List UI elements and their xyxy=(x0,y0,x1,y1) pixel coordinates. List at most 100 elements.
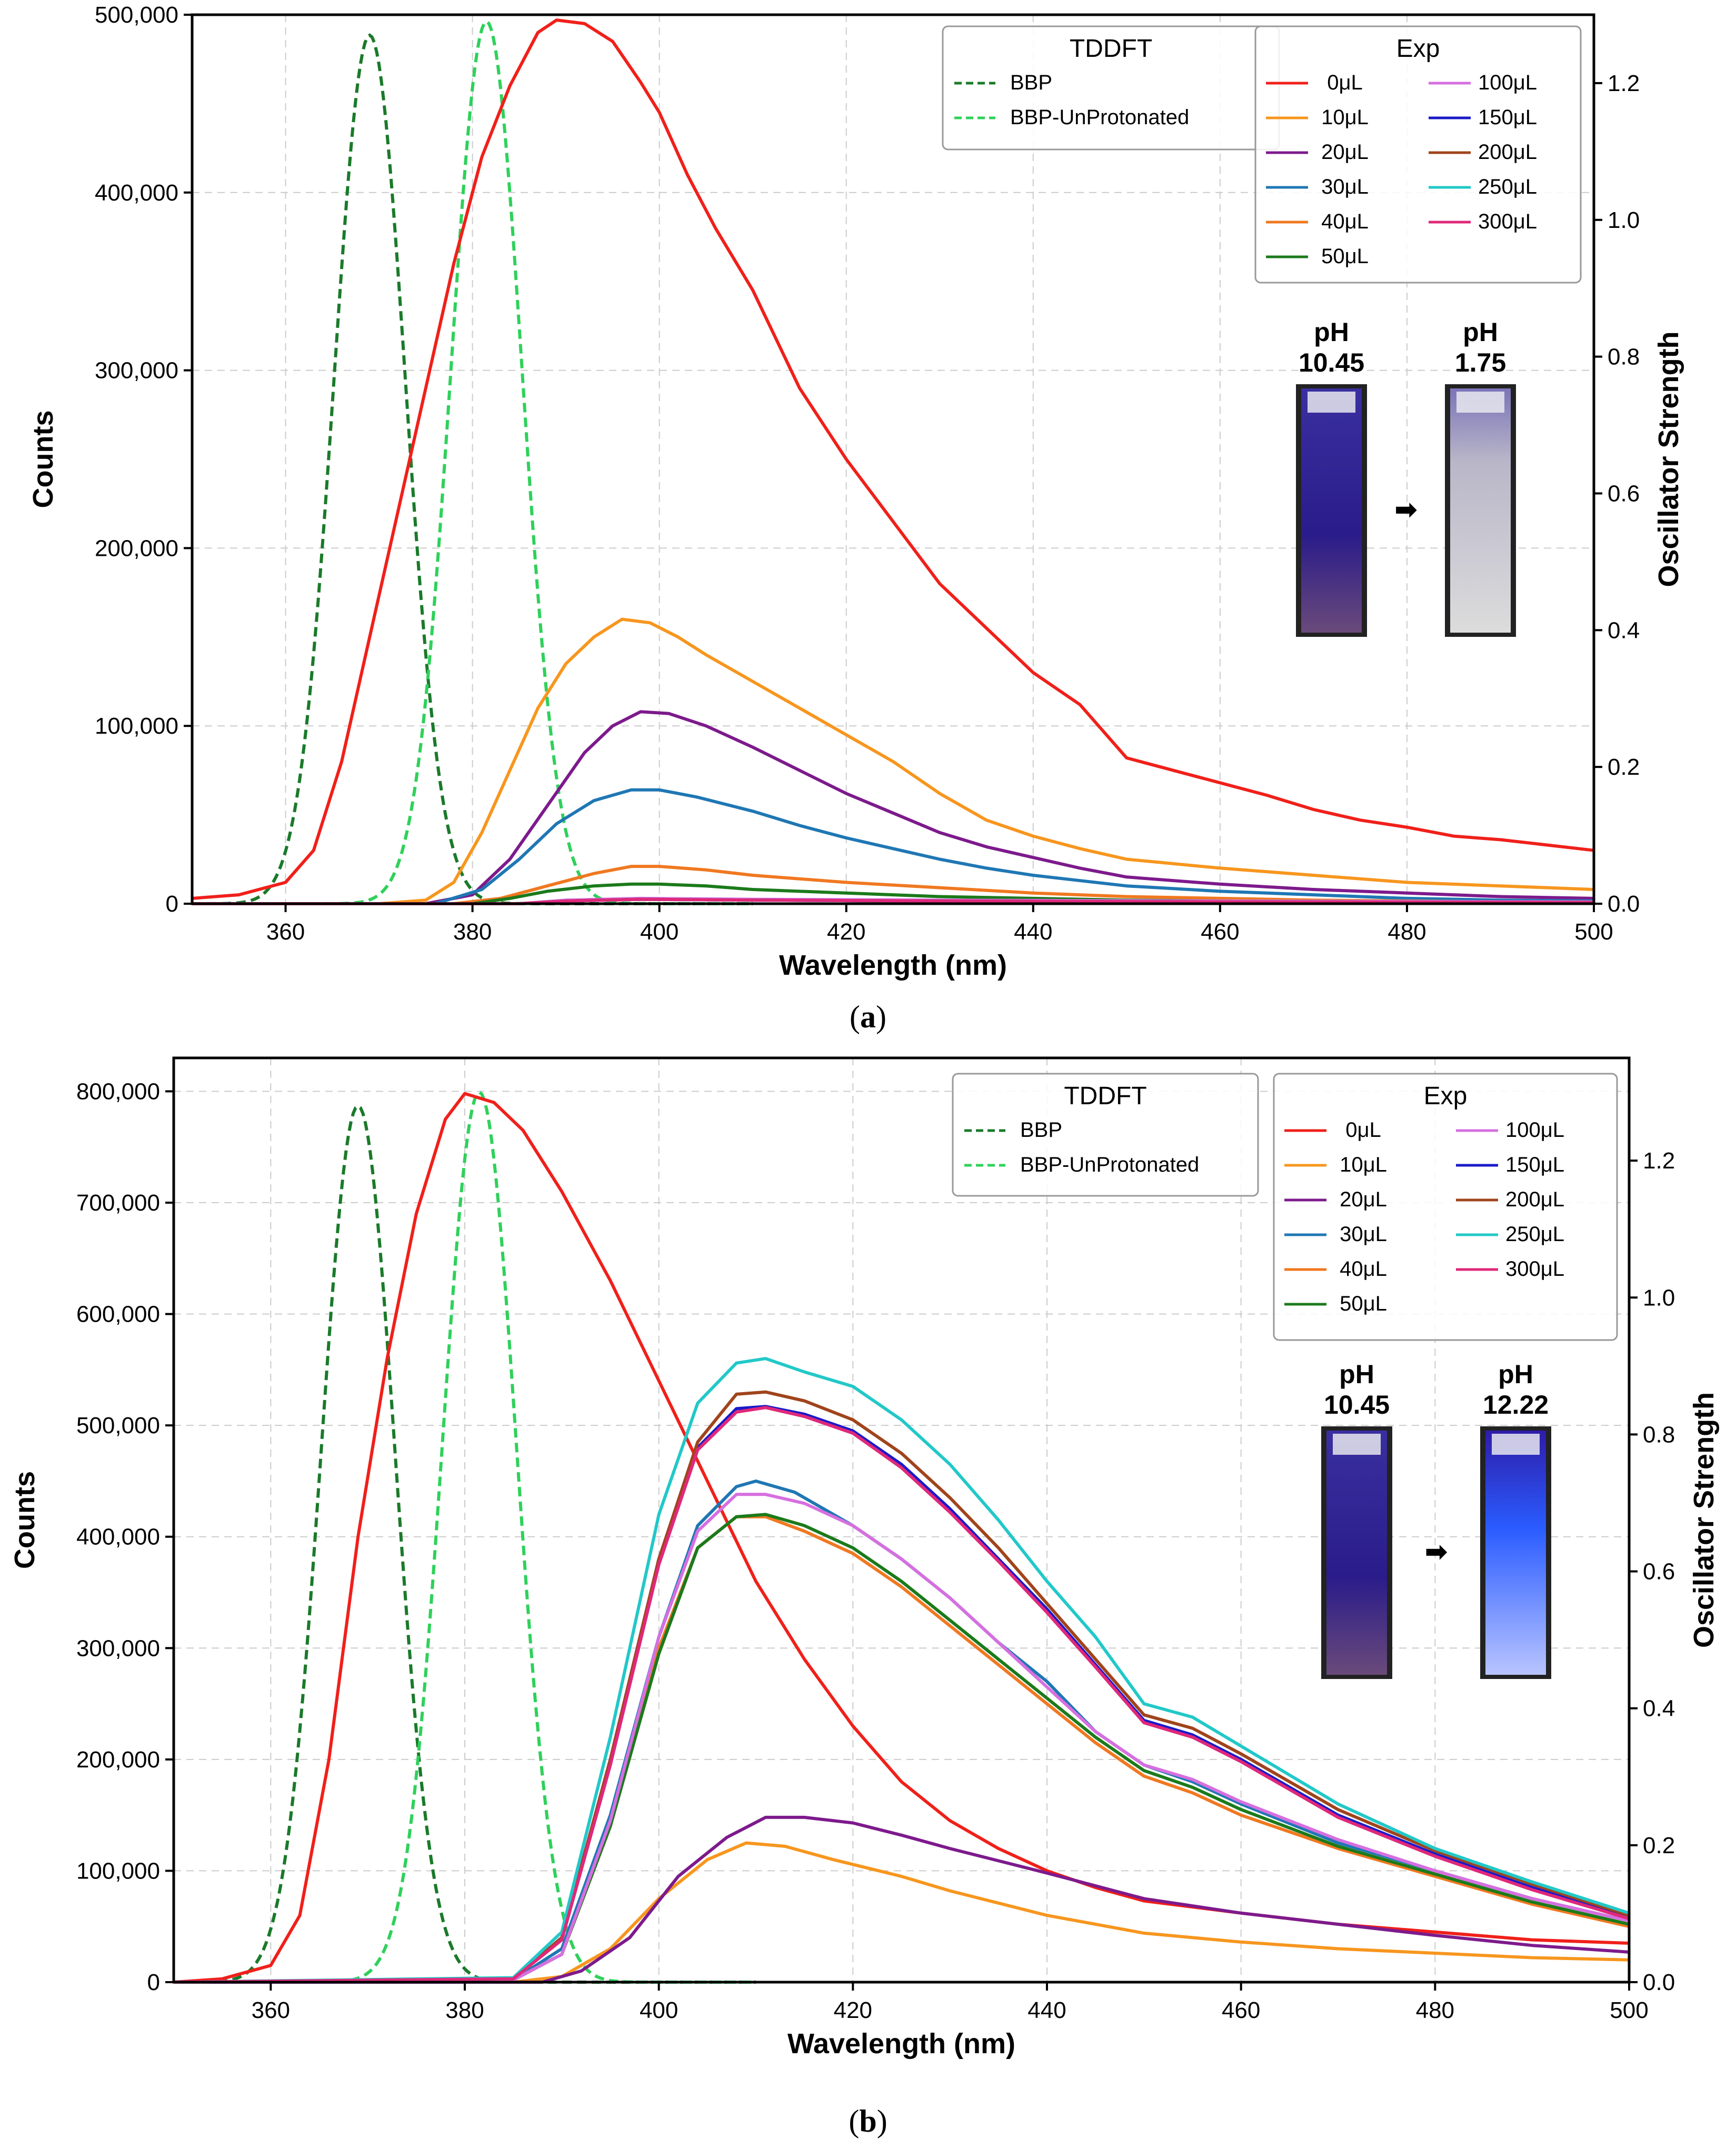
panel-b-x-tick-label: 480 xyxy=(1416,1997,1454,2023)
panel-a-caption-open: ( xyxy=(850,999,860,1034)
panel-b-series-50ul xyxy=(173,1513,1630,1984)
panel-a-legend-exp-label: 40μL xyxy=(1321,210,1369,233)
panel-a-inset-left-cuvette xyxy=(1301,388,1362,633)
panel-b-x-tick-label: 440 xyxy=(1027,1997,1066,2023)
panel-b-legend-exp-label: 10μL xyxy=(1340,1153,1387,1176)
panel-a-y2-tick-label: 0.2 xyxy=(1608,754,1640,780)
panel-a-caption-letter: a xyxy=(860,999,876,1034)
panel-b-series-40ul xyxy=(173,1515,1630,1984)
panel-b-inset-left-cuvette xyxy=(1326,1431,1387,1675)
panel-b-y-tick-label: 600,000 xyxy=(76,1302,160,1327)
panel-a-y2-tick-label: 0.0 xyxy=(1608,891,1640,917)
panel-a-y2-tick-label: 0.6 xyxy=(1608,481,1640,506)
panel-a-x-tick-label: 440 xyxy=(1014,919,1052,945)
panel-b-y2-tick-label: 0.2 xyxy=(1643,1833,1675,1858)
panel-a-inset-arrow: ➡ xyxy=(1395,495,1417,524)
panel-b-legend-exp-label: 40μL xyxy=(1340,1257,1387,1281)
panel-a-y-ticks: 0 100,000 200,000 300,000 400,000 500,000 xyxy=(95,2,192,917)
panel-b-y-tick-label: 500,000 xyxy=(76,1413,160,1438)
panel-b-legend-exp-label: 300μL xyxy=(1505,1257,1564,1281)
panel-b-y-tick-label: 0 xyxy=(147,1970,160,1995)
panel-b-y2-tick-label: 0.4 xyxy=(1643,1696,1675,1722)
panel-b-legend-exp-label: 30μL xyxy=(1340,1223,1387,1246)
panel-a-y2-ticks: 0.0 0.2 0.4 0.6 0.8 1.0 1.2 xyxy=(1594,71,1640,917)
panel-b-legend-exp-label: 50μL xyxy=(1340,1292,1387,1315)
panel-a-series-10ul xyxy=(192,617,1594,905)
panel-b-x-tick-label: 380 xyxy=(445,1997,484,2023)
panel-a-legend-exp-label: 10μL xyxy=(1321,106,1369,129)
panel-b-inset-right-cap xyxy=(1492,1434,1540,1455)
panel-b-caption-close: ) xyxy=(877,2104,887,2138)
panel-a-y-tick-label: 400,000 xyxy=(95,180,178,206)
panel-b-y2-ticks: 0.0 0.2 0.4 0.6 0.8 1.0 1.2 xyxy=(1629,1148,1675,1995)
panel-b-legend-exp-label: 200μL xyxy=(1505,1188,1564,1211)
panel-a-y-tick-label: 0 xyxy=(166,891,178,917)
panel-a-legend-exp-label: 250μL xyxy=(1478,175,1537,198)
panel-a-legend-exp: Exp 0μL 10μL 20μL 30μL 40μL 50μL 100μL 150μL 200μ… xyxy=(1254,25,1582,284)
panel-a-caption: (a) xyxy=(850,999,886,1034)
panel-b-legend-tddft-label: BBP xyxy=(1020,1118,1062,1142)
panel-b-inset-right-ph-label: pH xyxy=(1498,1360,1533,1389)
panel-b-exp-curves xyxy=(173,1092,1630,1984)
panel-b-y-axis-label: Counts xyxy=(9,1471,41,1569)
panel-b-x-ticks: 360 380 400 420 440 460 480 500 xyxy=(252,1982,1649,2023)
panel-a-series-30ul xyxy=(192,788,1594,905)
panel-b-x-tick-label: 460 xyxy=(1222,1997,1260,2023)
panel-b-plot-frame xyxy=(172,1056,1631,1984)
panel-b-inset-left-cap xyxy=(1333,1434,1381,1455)
panel-b-inset-left-ph-label: pH xyxy=(1339,1360,1374,1389)
panel-b-y-tick-label: 400,000 xyxy=(76,1524,160,1550)
panel-a-x-tick-label: 420 xyxy=(827,919,865,945)
panel-b-series-100ul xyxy=(173,1493,1630,1984)
panel-b-y-tick-label: 300,000 xyxy=(76,1635,160,1661)
panel-b-y-tick-label: 700,000 xyxy=(76,1190,160,1216)
panel-b-x-tick-label: 360 xyxy=(252,1997,290,2023)
panel-a-legend-exp-label: 200μL xyxy=(1478,141,1537,164)
panel-a-inset-right-cuvette xyxy=(1450,388,1511,633)
panel-b-y-ticks: 0 100,000 200,000 300,000 400,000 500,000 600,… xyxy=(76,1078,174,1995)
panel-a-y2-tick-label: 1.0 xyxy=(1608,207,1640,233)
panel-b-series-20ul xyxy=(174,1815,1630,1984)
panel-b-y2-tick-label: 0.0 xyxy=(1643,1970,1675,1995)
panel-a-y-axis-label: Counts xyxy=(27,411,59,508)
panel-a-legend-exp-label: 0μL xyxy=(1327,71,1363,94)
panel-a-inset-right-ph-value: 1.75 xyxy=(1455,348,1506,377)
panel-a-x-tick-label: 400 xyxy=(640,919,679,945)
panel-b-inset-right-ph-value: 12.22 xyxy=(1483,1390,1549,1420)
panel-b-legend-tddft-label: BBP-UnProtonated xyxy=(1020,1153,1199,1176)
panel-b-y2-tick-label: 1.0 xyxy=(1643,1285,1675,1311)
panel-a-inset-right-ph-label: pH xyxy=(1463,317,1498,347)
panel-a-legend-tddft-label: BBP xyxy=(1010,71,1052,94)
panel-b: 360 380 400 420 440 460 480 500 0 100,000 200,000… xyxy=(9,1056,1720,2138)
panel-a-legend-tddft: TDDFT BBP BBP-UnProtonated xyxy=(942,25,1280,151)
panel-b-y-tick-label: 200,000 xyxy=(76,1747,160,1773)
panel-b-y-tick-label: 800,000 xyxy=(76,1078,160,1104)
panel-a: 360 380 400 420 440 460 480 500 0 100,000 200,000… xyxy=(27,2,1684,1034)
panel-a-x-ticks: 360 380 400 420 440 460 480 500 xyxy=(266,904,1613,945)
panel-a-x-tick-label: 380 xyxy=(453,919,492,945)
panel-b-series-200ul xyxy=(173,1390,1630,1984)
panel-b-legend-tddft-box xyxy=(952,1073,1259,1197)
panel-a-inset-left-ph-label: pH xyxy=(1314,317,1349,347)
panel-a-y2-tick-label: 0.4 xyxy=(1608,617,1640,643)
panel-a-inset-left-cap xyxy=(1308,392,1355,413)
panel-a-x-tick-label: 460 xyxy=(1201,919,1239,945)
panel-a-legend-exp-label: 50μL xyxy=(1321,245,1369,268)
panel-b-legend-exp-label: 20μL xyxy=(1340,1188,1387,1211)
panel-a-x-tick-label: 480 xyxy=(1388,919,1426,945)
panel-a-y-tick-label: 500,000 xyxy=(95,2,178,28)
panel-a-caption-close: ) xyxy=(876,999,886,1034)
panel-b-caption-open: ( xyxy=(849,2104,859,2138)
panel-a-legend-tddft-title: TDDFT xyxy=(1070,35,1152,63)
panel-b-x-tick-label: 400 xyxy=(640,1997,678,2023)
panel-b-x-tick-label: 500 xyxy=(1610,1997,1648,2023)
panel-b-series-30ul xyxy=(173,1480,1630,1984)
panel-b-legend-exp: Exp 0μL 10μL 20μL 30μL 40μL 50μL 100μL 150μL 200μ… xyxy=(1273,1073,1618,1341)
panel-a-legend-exp-label: 150μL xyxy=(1478,106,1537,129)
panel-b-legend-exp-label: 100μL xyxy=(1505,1118,1564,1142)
panel-a-legend-tddft-label: BBP-UnProtonated xyxy=(1010,106,1189,129)
panel-a-y-tick-label: 300,000 xyxy=(95,358,178,384)
panel-a-legend-exp-title: Exp xyxy=(1396,35,1440,63)
